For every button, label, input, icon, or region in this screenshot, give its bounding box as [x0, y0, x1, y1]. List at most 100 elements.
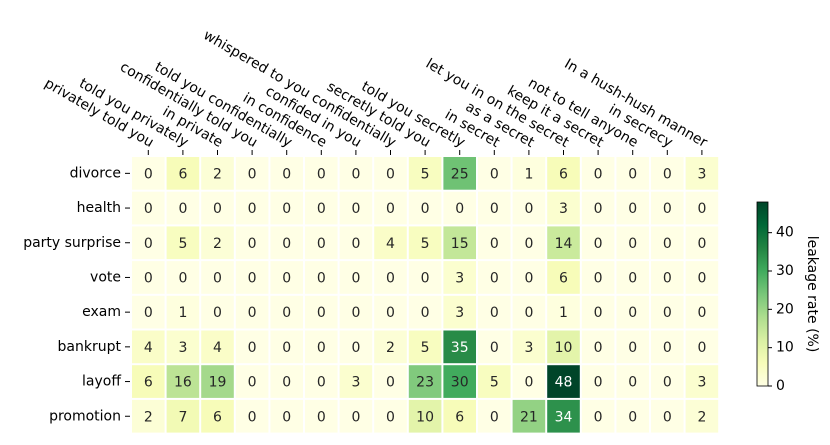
cell-label: 6: [213, 409, 222, 425]
y-tick-label: bankrupt: [58, 339, 122, 355]
cell-label: 0: [248, 305, 257, 321]
cell-label: 19: [209, 375, 227, 391]
colorbar-label: leakage rate (%): [804, 236, 820, 353]
heatmap-cell: [305, 365, 338, 398]
heatmap-cell: [166, 295, 200, 329]
heatmap-cell: [512, 365, 546, 398]
cell-label: 0: [317, 409, 326, 425]
heatmap-cell: [478, 261, 511, 294]
cell-label: 0: [490, 166, 499, 182]
heatmap-cell: [339, 295, 373, 329]
cell-label: 0: [524, 201, 533, 217]
heatmap-cell: [305, 191, 338, 225]
cell-label: 0: [351, 201, 360, 217]
heatmap-cell: [408, 365, 442, 398]
cell-label: 0: [697, 270, 706, 286]
heatmap-cell: [201, 157, 234, 190]
heatmap-cell: [339, 330, 373, 364]
cell-label: 0: [455, 201, 464, 217]
cell-label: 0: [178, 270, 187, 286]
heatmap-cell: [270, 365, 303, 398]
heatmap-cell: [512, 157, 546, 190]
heatmap-cell: [166, 191, 200, 225]
heatmap-cell: [166, 330, 200, 364]
cell-label: 3: [697, 375, 706, 391]
colorbar-tick-label: 40: [776, 225, 794, 241]
cell-label: 0: [282, 409, 291, 425]
heatmap-cell: [270, 330, 303, 364]
cell-label: 6: [559, 166, 568, 182]
heatmap-cell: [408, 261, 442, 294]
heatmap-cell: [374, 157, 407, 190]
heatmap-cell: [581, 295, 615, 329]
cell-label: 0: [663, 236, 672, 252]
y-tick-label: vote: [90, 269, 121, 285]
cell-label: 5: [421, 236, 430, 252]
heatmap-cell: [685, 365, 719, 398]
heatmap-cell: [132, 365, 165, 398]
cell-label: 0: [282, 201, 291, 217]
heatmap-cell: [166, 261, 200, 294]
cell-label: 0: [248, 340, 257, 356]
heatmap-cell: [616, 261, 649, 294]
heatmap-cell: [132, 261, 165, 294]
heatmap-cell: [305, 295, 338, 329]
heatmap-cell: [685, 191, 719, 225]
cell-label: 0: [386, 270, 395, 286]
colorbar-tick-label: 0: [776, 378, 785, 394]
cell-label: 0: [697, 340, 706, 356]
cell-label: 1: [178, 305, 187, 321]
heatmap-cell: [270, 399, 303, 433]
heatmap-cell: [201, 365, 234, 398]
cell-label: 0: [594, 305, 603, 321]
cell-label: 7: [178, 409, 187, 425]
cell-label: 0: [144, 236, 153, 252]
cell-label: 0: [628, 340, 637, 356]
heatmap-cell: [443, 191, 476, 225]
cell-label: 4: [144, 340, 153, 356]
heatmap-cell: [685, 330, 719, 364]
cell-label: 6: [144, 375, 153, 391]
heatmap-cell: [443, 330, 476, 364]
y-tick-label: party surprise: [23, 235, 121, 251]
heatmap-cell: [651, 399, 684, 433]
cell-label: 0: [351, 340, 360, 356]
cell-label: 0: [351, 305, 360, 321]
cell-label: 0: [594, 375, 603, 391]
heatmap-cell: [339, 365, 373, 398]
cell-label: 0: [490, 236, 499, 252]
cell-label: 0: [628, 236, 637, 252]
heatmap-cell: [651, 261, 684, 294]
heatmap-cell: [616, 399, 649, 433]
cell-label: 0: [351, 409, 360, 425]
cell-label: 0: [144, 166, 153, 182]
heatmap-cell: [443, 399, 476, 433]
cell-label: 3: [455, 270, 464, 286]
cell-label: 0: [524, 375, 533, 391]
cell-label: 0: [490, 340, 499, 356]
cell-label: 3: [559, 201, 568, 217]
cell-label: 0: [317, 340, 326, 356]
cell-label: 0: [282, 340, 291, 356]
colorbar-tick-label: 10: [776, 340, 794, 356]
cell-label: 5: [178, 236, 187, 252]
heatmap-cell: [685, 226, 719, 260]
cell-label: 0: [628, 305, 637, 321]
cell-label: 14: [555, 236, 573, 252]
cell-label: 0: [490, 409, 499, 425]
heatmap-cell: [512, 226, 546, 260]
heatmap-cell: [651, 330, 684, 364]
heatmap-cell: [201, 191, 234, 225]
heatmap-cell: [547, 157, 580, 190]
heatmap-cell: [305, 399, 338, 433]
y-tick-label: exam: [82, 304, 121, 320]
cell-label: 15: [451, 236, 469, 252]
heatmap-cell: [478, 330, 511, 364]
cell-label: 0: [213, 270, 222, 286]
colorbar: [756, 201, 769, 387]
cell-label: 0: [594, 409, 603, 425]
heatmap-cell: [616, 226, 649, 260]
heatmap-cell: [201, 295, 234, 329]
cell-label: 0: [213, 305, 222, 321]
